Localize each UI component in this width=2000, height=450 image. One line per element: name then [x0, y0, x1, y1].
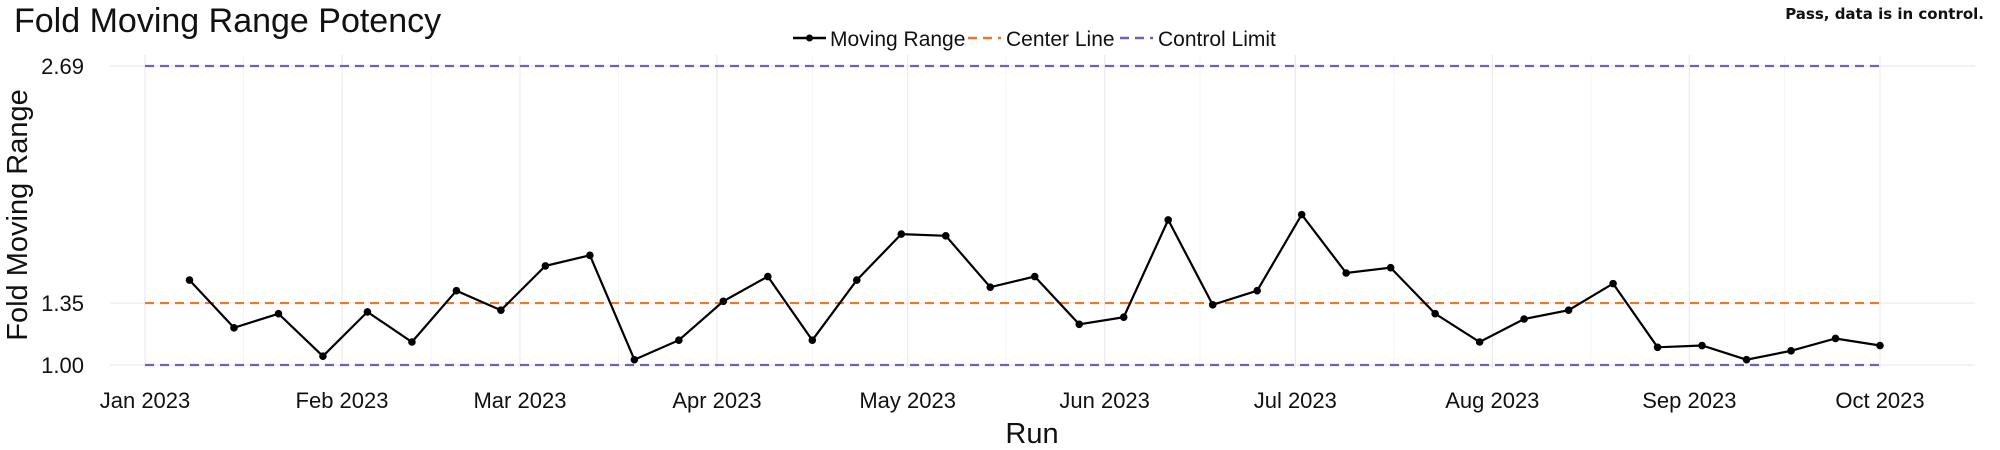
data-point: [541, 262, 550, 270]
x-tick-label: Apr 2023: [672, 388, 761, 413]
data-point: [1876, 341, 1884, 350]
data-point: [897, 230, 906, 238]
data-point: [1164, 216, 1173, 224]
data-point: [497, 306, 505, 314]
data-point: [319, 352, 327, 360]
data-point: [1787, 347, 1795, 355]
data-point: [274, 309, 283, 318]
data-point: [230, 324, 238, 332]
data-point: [1431, 309, 1439, 318]
data-point: [586, 251, 594, 260]
data-point: [1520, 315, 1528, 323]
grid-lines: [110, 55, 1975, 368]
data-point: [1742, 355, 1751, 364]
data-point: [1297, 210, 1306, 219]
data-point: [1342, 269, 1350, 277]
x-tick-label: Jun 2023: [1059, 388, 1150, 413]
data-point: [452, 286, 461, 295]
data-point: [1386, 263, 1395, 272]
data-point: [852, 276, 861, 284]
data-point: [1208, 301, 1217, 309]
data-point: [630, 355, 639, 364]
legend: Moving Range Center Line Control Limit: [793, 28, 1276, 51]
data-point: [986, 283, 995, 291]
x-tick-label: Oct 2023: [1835, 388, 1924, 413]
data-point: [1475, 338, 1484, 346]
data-point: [941, 232, 950, 240]
status-note: Pass, data is in control.: [1785, 5, 1984, 23]
y-tick-label: 2.69: [41, 54, 84, 79]
x-tick-label: Jul 2023: [1254, 388, 1337, 413]
data-point: [1030, 272, 1039, 281]
data-point: [1075, 320, 1084, 329]
data-point: [808, 336, 817, 345]
data-point: [185, 276, 194, 284]
x-tick-label: Jan 2023: [100, 388, 191, 413]
x-tick-label: May 2023: [859, 388, 956, 413]
reference-lines: [145, 64, 1880, 367]
x-tick-label: Mar 2023: [473, 388, 566, 413]
data-point: [1831, 334, 1840, 343]
data-point: [1653, 343, 1662, 352]
x-tick-label: Feb 2023: [296, 388, 389, 413]
y-tick-label: 1.00: [41, 353, 84, 378]
x-axis-ticks: Jan 2023 Feb 2023 Mar 2023 Apr 2023 May 2023…: [100, 388, 1925, 413]
x-axis-title: Run: [1005, 418, 1058, 450]
y-axis-title: Fold Moving Range: [2, 89, 34, 340]
y-axis-ticks: 1.00 1.35 2.69: [41, 54, 84, 378]
data-point: [1564, 306, 1573, 314]
x-tick-label: Sep 2023: [1642, 388, 1736, 413]
data-point: [764, 272, 772, 281]
data-point: [719, 297, 728, 306]
data-point: [1609, 279, 1617, 288]
legend-moving-range-label: Moving Range: [830, 28, 965, 51]
legend-control-limit-label: Control Limit: [1158, 28, 1276, 51]
data-point: [408, 338, 416, 346]
chart-title: Fold Moving Range Potency: [14, 2, 442, 40]
data-point: [1119, 313, 1128, 322]
data-point: [1253, 286, 1261, 295]
y-tick-label: 1.35: [41, 291, 84, 316]
data-point: [675, 336, 683, 345]
legend-moving-range-marker: [806, 34, 813, 42]
data-point: [363, 308, 372, 316]
moving-range-line: [188, 212, 1881, 362]
legend-center-line-label: Center Line: [1006, 28, 1115, 51]
x-tick-label: Aug 2023: [1445, 388, 1539, 413]
moving-range-series: [185, 210, 1884, 364]
data-point: [1698, 341, 1706, 350]
